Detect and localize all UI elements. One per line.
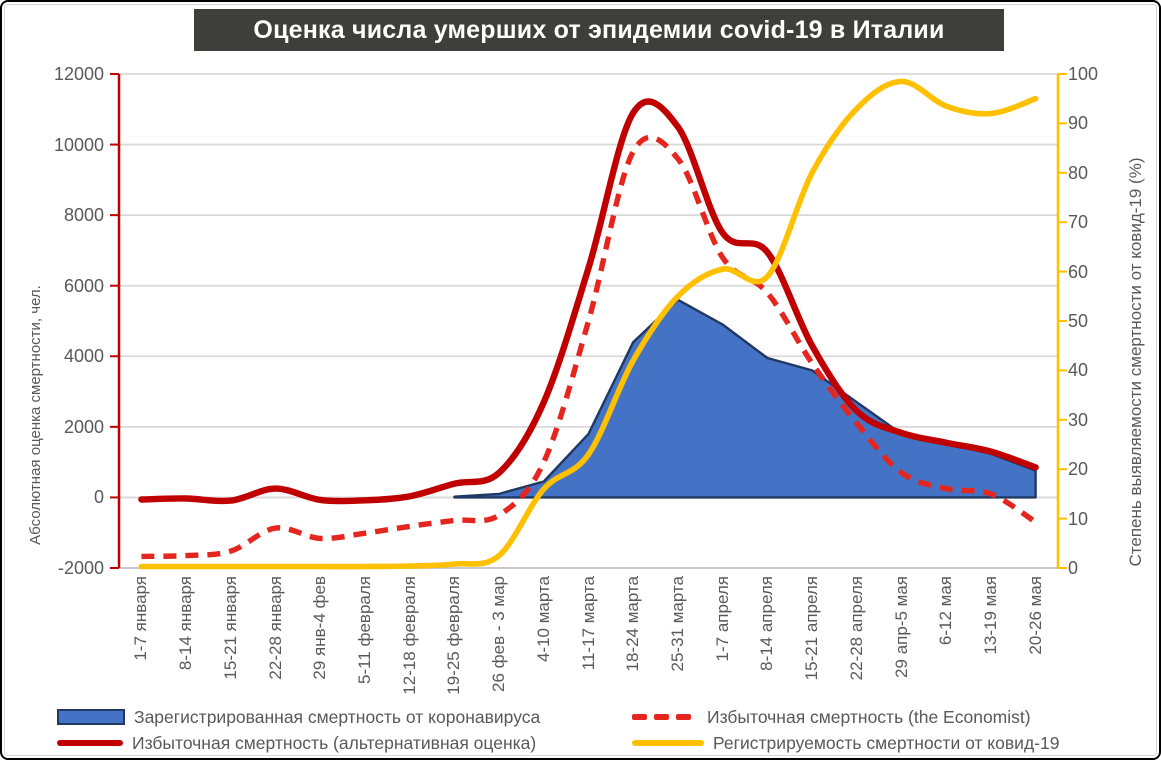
right-axis-tick-label: 100 — [1068, 64, 1099, 84]
x-axis-category-label: 6-12 мая — [936, 576, 956, 646]
x-axis-category-label: 8-14 января — [176, 576, 196, 671]
right-axis-tick-label: 90 — [1068, 113, 1089, 134]
series-excess-alt-line — [138, 98, 1039, 505]
x-axis-category-label: 13-19 мая — [980, 576, 1000, 655]
left-axis-tick-label: 12000 — [53, 64, 104, 84]
x-axis-category-label: 22-28 января — [265, 576, 285, 680]
left-axis-tick-label: 4000 — [63, 346, 104, 367]
solid-line-icon — [632, 740, 704, 746]
chart-title: Оценка числа умерших от эпидемии covid-1… — [194, 9, 1004, 51]
legend-item-detection-rate: Регистрируемость смертности от ковид-19 — [632, 730, 1117, 756]
legend-item-excess-economist: Избыточная смертность (the Economist) — [632, 704, 1117, 730]
x-axis-category-label: 20-26 мая — [1025, 576, 1045, 655]
right-axis-tick-label: 20 — [1068, 459, 1089, 480]
left-axis-tick-label: 10000 — [53, 134, 104, 155]
right-axis-tick-label: 60 — [1068, 261, 1089, 282]
right-axis-tick-label: 30 — [1068, 409, 1089, 430]
x-axis-category-label: 4-10 марта — [533, 576, 553, 663]
x-axis-category-label: 15-21 января — [220, 576, 240, 680]
legend: Зарегистрированная смертность от коронав… — [57, 704, 1117, 756]
left-axis-tick-label: 8000 — [63, 205, 104, 226]
x-axis-category-label: 18-24 марта — [623, 576, 643, 672]
right-axis-title: Степень выявляемости смертности от ковид… — [1126, 157, 1145, 567]
x-axis-category-label: 25-31 марта — [667, 576, 687, 672]
solid-line-icon — [57, 740, 123, 746]
x-axis-category-label: 29 апр-5 мая — [891, 576, 911, 678]
right-axis-tick-label: 80 — [1068, 162, 1089, 183]
x-axis-category-label: 12-18 февраля — [399, 576, 419, 695]
left-axis-tick-label: 2000 — [63, 416, 104, 437]
right-axis-tick-label: 70 — [1068, 212, 1089, 233]
x-axis-category-label: 1-7 апреля — [712, 576, 732, 662]
legend-label: Избыточная смертность (the Economist) — [707, 706, 1031, 727]
x-axis-category-label: 11-17 марта — [578, 576, 598, 671]
x-axis-category-label: 5-11 февраля — [354, 576, 374, 684]
x-axis-category-label: 15-21 апреля — [802, 576, 822, 681]
dashed-line-icon — [632, 714, 698, 720]
x-axis-category-label: 19-25 февраля — [444, 576, 464, 695]
legend-label: Избыточная смертность (альтернативная оц… — [132, 732, 537, 753]
series-detection-rate-line — [138, 78, 1039, 570]
legend-label: Зарегистрированная смертность от коронав… — [134, 706, 541, 727]
left-axis-tick-label: 0 — [93, 487, 104, 508]
area-swatch-icon — [57, 709, 125, 725]
series-excess-economist-line — [141, 134, 1038, 560]
left-axis-tick-label: 6000 — [63, 275, 104, 296]
legend-label: Регистрируемость смертности от ковид-19 — [713, 732, 1060, 753]
legend-item-registered: Зарегистрированная смертность от коронав… — [57, 704, 632, 730]
x-axis-category-label: 1-7 января — [131, 576, 151, 661]
right-axis-tick-label: 50 — [1068, 311, 1089, 331]
right-axis-tick-label: 10 — [1068, 508, 1089, 529]
series-registered-area — [453, 298, 1037, 499]
left-axis-tick-label: -2000 — [57, 558, 104, 578]
x-axis-category-label: 29 янв-4 фев — [310, 576, 330, 680]
right-axis-tick-label: 0 — [1068, 558, 1079, 578]
left-axis-title: Абсолютная оценка смертности, чел. — [27, 285, 44, 545]
x-axis-category-label: 8-14 апреля — [757, 576, 777, 671]
x-axis-category-label: 26 фев - 3 мар — [489, 576, 509, 692]
x-axis-category-label: 22-28 апреля — [846, 576, 866, 681]
right-axis-tick-label: 40 — [1068, 360, 1089, 381]
legend-item-excess-alt: Избыточная смертность (альтернативная оц… — [57, 730, 632, 756]
